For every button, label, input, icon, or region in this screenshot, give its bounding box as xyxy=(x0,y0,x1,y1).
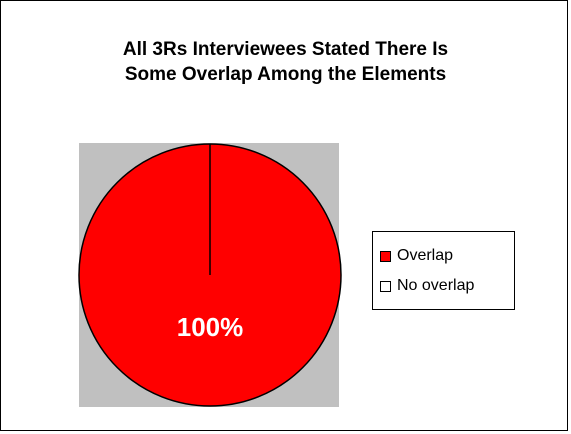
legend-item-overlap: Overlap xyxy=(380,246,453,266)
chart-title-line-2: Some Overlap Among the Elements xyxy=(124,64,447,85)
data-label-overlap: 100% xyxy=(177,312,244,342)
legend: Overlap No overlap xyxy=(372,231,515,310)
legend-item-no-overlap: No overlap xyxy=(380,276,474,296)
pie-slices xyxy=(78,143,342,407)
chart-title: All 3Rs Interviewees Stated There Is Som… xyxy=(40,37,531,87)
chart-title-line-1: All 3Rs Interviewees Stated There Is xyxy=(122,39,449,60)
legend-label-overlap: Overlap xyxy=(397,247,454,264)
legend-label-no-overlap: No overlap xyxy=(397,277,475,294)
legend-swatch-overlap xyxy=(380,250,391,262)
legend-swatch-no-overlap xyxy=(380,280,391,292)
